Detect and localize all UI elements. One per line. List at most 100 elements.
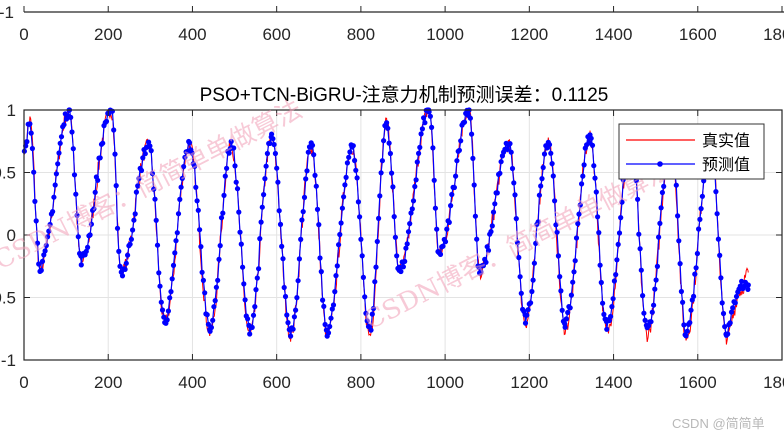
predicted-point — [538, 183, 544, 189]
predicted-point — [329, 306, 335, 312]
predicted-point — [347, 149, 353, 155]
predicted-point — [32, 198, 38, 204]
predicted-point — [249, 324, 255, 330]
predicted-point — [237, 229, 243, 235]
predicted-point — [343, 174, 349, 180]
predicted-point — [694, 250, 701, 257]
predicted-point — [571, 269, 577, 275]
predicted-point — [442, 239, 449, 245]
predicted-point — [332, 289, 338, 295]
predicted-point — [402, 258, 408, 264]
predicted-point — [458, 138, 464, 144]
predicted-point — [606, 318, 612, 324]
predicted-point — [216, 256, 222, 262]
predicted-point — [218, 215, 225, 221]
predicted-point — [546, 142, 553, 148]
predicted-point — [364, 318, 370, 324]
predicted-point — [344, 160, 350, 166]
predicted-point — [252, 304, 258, 310]
predicted-point — [381, 138, 387, 144]
predicted-point — [714, 211, 720, 217]
predicted-point — [568, 292, 575, 298]
predicted-point — [314, 206, 321, 212]
predicted-point — [232, 163, 238, 169]
predicted-point — [514, 240, 521, 246]
predicted-point — [718, 275, 724, 281]
predicted-point — [280, 256, 286, 262]
predicted-point — [279, 243, 285, 249]
predicted-point — [374, 238, 380, 245]
predicted-point — [193, 184, 199, 190]
predicted-point — [346, 154, 352, 160]
predicted-point — [563, 316, 570, 322]
predicted-point — [512, 192, 518, 198]
predicted-point — [440, 243, 446, 249]
predicted-point — [31, 169, 37, 175]
predicted-point — [247, 331, 253, 337]
predicted-point — [730, 305, 736, 311]
predicted-point — [352, 157, 358, 164]
predicted-point — [444, 226, 450, 232]
predicted-point — [295, 278, 301, 284]
predicted-point — [27, 121, 33, 127]
predicted-point — [680, 299, 686, 305]
predicted-point — [50, 209, 56, 215]
predicted-point — [38, 267, 44, 273]
predicted-point — [727, 320, 733, 326]
predicted-point — [541, 151, 548, 157]
top-x-tick-label: 800 — [347, 25, 375, 44]
predicted-point — [536, 192, 543, 198]
predicted-point — [56, 150, 62, 156]
predicted-point — [581, 162, 587, 168]
predicted-point — [233, 179, 239, 185]
predicted-point — [33, 218, 39, 224]
predicted-point — [336, 242, 342, 248]
y-tick-label: 0 — [7, 226, 16, 245]
predicted-point — [417, 144, 423, 150]
predicted-point — [535, 219, 541, 225]
predicted-point — [131, 217, 137, 223]
predicted-point — [178, 184, 184, 190]
predicted-point — [504, 146, 510, 152]
predicted-point — [593, 189, 599, 195]
predicted-point — [47, 221, 53, 228]
predicted-point — [51, 194, 57, 200]
predicted-point — [109, 108, 115, 114]
predicted-point — [116, 248, 122, 254]
predicted-point — [533, 240, 539, 246]
predicted-point — [430, 145, 436, 151]
predicted-point — [36, 261, 42, 267]
predicted-point — [555, 253, 562, 259]
predicted-point — [113, 183, 119, 189]
predicted-point — [28, 130, 34, 136]
predicted-point — [720, 310, 727, 317]
legend-true-label: 真实值 — [702, 131, 750, 150]
predicted-point — [580, 173, 586, 179]
predicted-point — [675, 213, 681, 219]
predicted-point — [394, 253, 400, 259]
predicted-point — [282, 293, 289, 300]
predicted-point — [376, 215, 382, 221]
predicted-point — [404, 241, 410, 247]
predicted-point — [138, 167, 145, 174]
top-x-tick-label: 1800 — [763, 25, 784, 44]
predicted-point — [168, 289, 174, 295]
predicted-point — [530, 277, 536, 283]
predicted-point — [373, 264, 379, 270]
predicted-point — [431, 177, 437, 183]
predicted-point — [128, 236, 134, 242]
predicted-point — [658, 205, 664, 211]
predicted-point — [240, 264, 246, 270]
predicted-point — [654, 263, 661, 269]
predicted-point — [181, 164, 187, 170]
predicted-point — [125, 252, 131, 258]
predicted-point — [127, 241, 133, 247]
predicted-point — [136, 175, 142, 182]
predicted-point — [437, 251, 444, 257]
predicted-point — [327, 323, 333, 330]
predicted-point — [61, 122, 67, 128]
predicted-point — [114, 225, 121, 231]
predicted-point — [300, 209, 306, 215]
predicted-point — [596, 230, 602, 236]
